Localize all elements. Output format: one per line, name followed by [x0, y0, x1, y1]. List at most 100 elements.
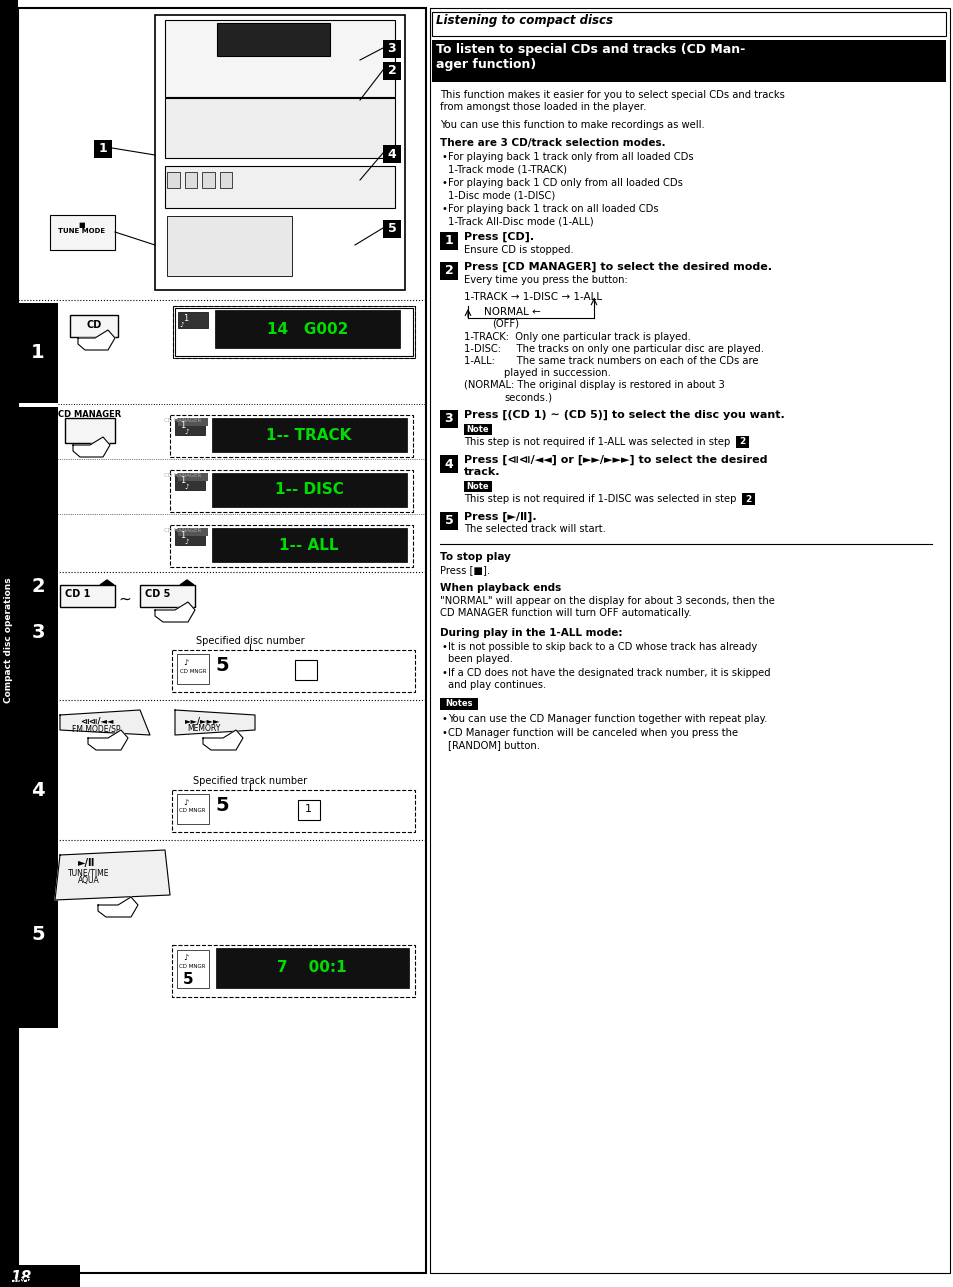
Text: •: •: [441, 205, 447, 214]
Bar: [212, 474, 407, 507]
Polygon shape: [55, 849, 170, 900]
Text: Specified track number: Specified track number: [193, 776, 307, 786]
Text: Every time you press the button:: Every time you press the button:: [463, 275, 627, 284]
Text: CD MANAGER: CD MANAGER: [164, 474, 201, 477]
Text: 4: 4: [31, 780, 45, 799]
Polygon shape: [203, 730, 243, 750]
Text: Press [■].: Press [■].: [439, 565, 490, 575]
Text: 1: 1: [444, 234, 453, 247]
Text: Specified disc number: Specified disc number: [195, 636, 304, 646]
Text: For playing back 1 track on all loaded CDs: For playing back 1 track on all loaded C…: [448, 205, 658, 214]
Text: Compact disc operations: Compact disc operations: [5, 577, 13, 703]
Text: ►/Ⅱ: ►/Ⅱ: [78, 858, 95, 867]
Text: 2: 2: [739, 438, 745, 447]
Text: RQT5539: RQT5539: [10, 1278, 55, 1287]
Text: 1-Track mode (1-TRACK): 1-Track mode (1-TRACK): [448, 163, 566, 174]
Bar: [178, 528, 208, 535]
Text: When playback ends: When playback ends: [439, 583, 560, 593]
Text: ■: ■: [78, 221, 85, 228]
Text: •: •: [441, 728, 447, 737]
Bar: [18, 8, 426, 1273]
Bar: [18, 843, 58, 1028]
Text: 18: 18: [10, 1270, 31, 1284]
Text: (NORMAL: The original display is restored in about 3: (NORMAL: The original display is restore…: [463, 380, 724, 390]
Bar: [439, 456, 457, 474]
Bar: [382, 220, 400, 238]
Text: been played.: been played.: [448, 654, 513, 664]
Text: 7    00:1: 7 00:1: [277, 960, 347, 976]
Text: 1: 1: [180, 421, 186, 430]
Bar: [65, 418, 115, 443]
Text: During play in the 1-ALL mode:: During play in the 1-ALL mode:: [439, 628, 622, 638]
Text: 3: 3: [444, 413, 453, 426]
Bar: [18, 703, 58, 878]
Bar: [174, 474, 205, 490]
Text: To stop play: To stop play: [439, 552, 511, 562]
Bar: [172, 306, 415, 358]
Bar: [212, 418, 407, 452]
Text: 1: 1: [98, 143, 108, 156]
Bar: [214, 310, 399, 347]
Bar: [170, 525, 413, 568]
Bar: [172, 306, 415, 358]
Text: •: •: [441, 152, 447, 162]
Text: •: •: [441, 178, 447, 188]
Bar: [741, 493, 754, 505]
Text: ♪: ♪: [183, 952, 188, 961]
Bar: [165, 98, 395, 158]
Text: 2: 2: [744, 494, 751, 503]
Bar: [168, 216, 293, 277]
Text: 2: 2: [31, 578, 45, 596]
Text: 2: 2: [444, 265, 453, 278]
Text: CD MANAGER function will turn OFF automatically.: CD MANAGER function will turn OFF automa…: [439, 607, 691, 618]
Text: TUNE/TIME: TUNE/TIME: [68, 867, 110, 876]
Text: Ensure CD is stopped.: Ensure CD is stopped.: [463, 245, 573, 255]
Text: Listening to compact discs: Listening to compact discs: [436, 14, 613, 27]
Text: ►►/►►►: ►►/►►►: [185, 716, 220, 725]
Text: The selected track will start.: The selected track will start.: [463, 524, 605, 534]
Text: There are 3 CD/track selection modes.: There are 3 CD/track selection modes.: [439, 138, 665, 148]
Text: ♪: ♪: [184, 539, 189, 544]
Text: 3: 3: [387, 42, 395, 55]
Bar: [212, 528, 407, 562]
Text: Press [(CD 1) ∼ (CD 5)] to select the disc you want.: Press [(CD 1) ∼ (CD 5)] to select the di…: [463, 411, 784, 421]
Text: CD 5: CD 5: [145, 589, 171, 598]
Bar: [177, 654, 209, 683]
Polygon shape: [180, 580, 193, 586]
Text: (OFF): (OFF): [492, 319, 518, 329]
Text: ♪: ♪: [183, 658, 188, 667]
Bar: [294, 660, 316, 680]
Bar: [735, 436, 748, 448]
Bar: [202, 171, 214, 188]
Ellipse shape: [355, 219, 379, 251]
Text: For playing back 1 CD only from all loaded CDs: For playing back 1 CD only from all load…: [448, 178, 682, 188]
Bar: [382, 62, 400, 80]
Bar: [439, 232, 457, 250]
Bar: [0, 1265, 80, 1287]
Bar: [18, 407, 58, 767]
Text: 1-- TRACK: 1-- TRACK: [266, 427, 352, 443]
Text: This step is not required if 1-ALL was selected in step: This step is not required if 1-ALL was s…: [463, 438, 733, 447]
Bar: [439, 698, 477, 710]
Text: 1: 1: [180, 476, 186, 485]
Text: seconds.): seconds.): [503, 393, 552, 402]
Text: You can use this function to make recordings as well.: You can use this function to make record…: [439, 120, 704, 130]
Text: CD: CD: [87, 320, 102, 329]
Bar: [297, 801, 319, 820]
Polygon shape: [73, 438, 110, 457]
Text: from amongst those loaded in the player.: from amongst those loaded in the player.: [439, 102, 646, 112]
Text: 1-ALL:       The same track numbers on each of the CDs are: 1-ALL: The same track numbers on each of…: [463, 356, 758, 366]
Bar: [70, 315, 118, 337]
Bar: [94, 140, 112, 158]
Text: CD 1: CD 1: [65, 589, 91, 598]
Polygon shape: [88, 730, 128, 750]
Bar: [140, 586, 194, 607]
Text: played in succession.: played in succession.: [503, 368, 610, 378]
Bar: [382, 40, 400, 58]
Bar: [215, 949, 409, 988]
Text: MEMORY: MEMORY: [187, 725, 220, 734]
Text: CD MANAGER: CD MANAGER: [164, 528, 201, 533]
Text: "NORMAL" will appear on the display for about 3 seconds, then the: "NORMAL" will appear on the display for …: [439, 596, 774, 606]
Bar: [382, 145, 400, 163]
Bar: [178, 311, 208, 328]
